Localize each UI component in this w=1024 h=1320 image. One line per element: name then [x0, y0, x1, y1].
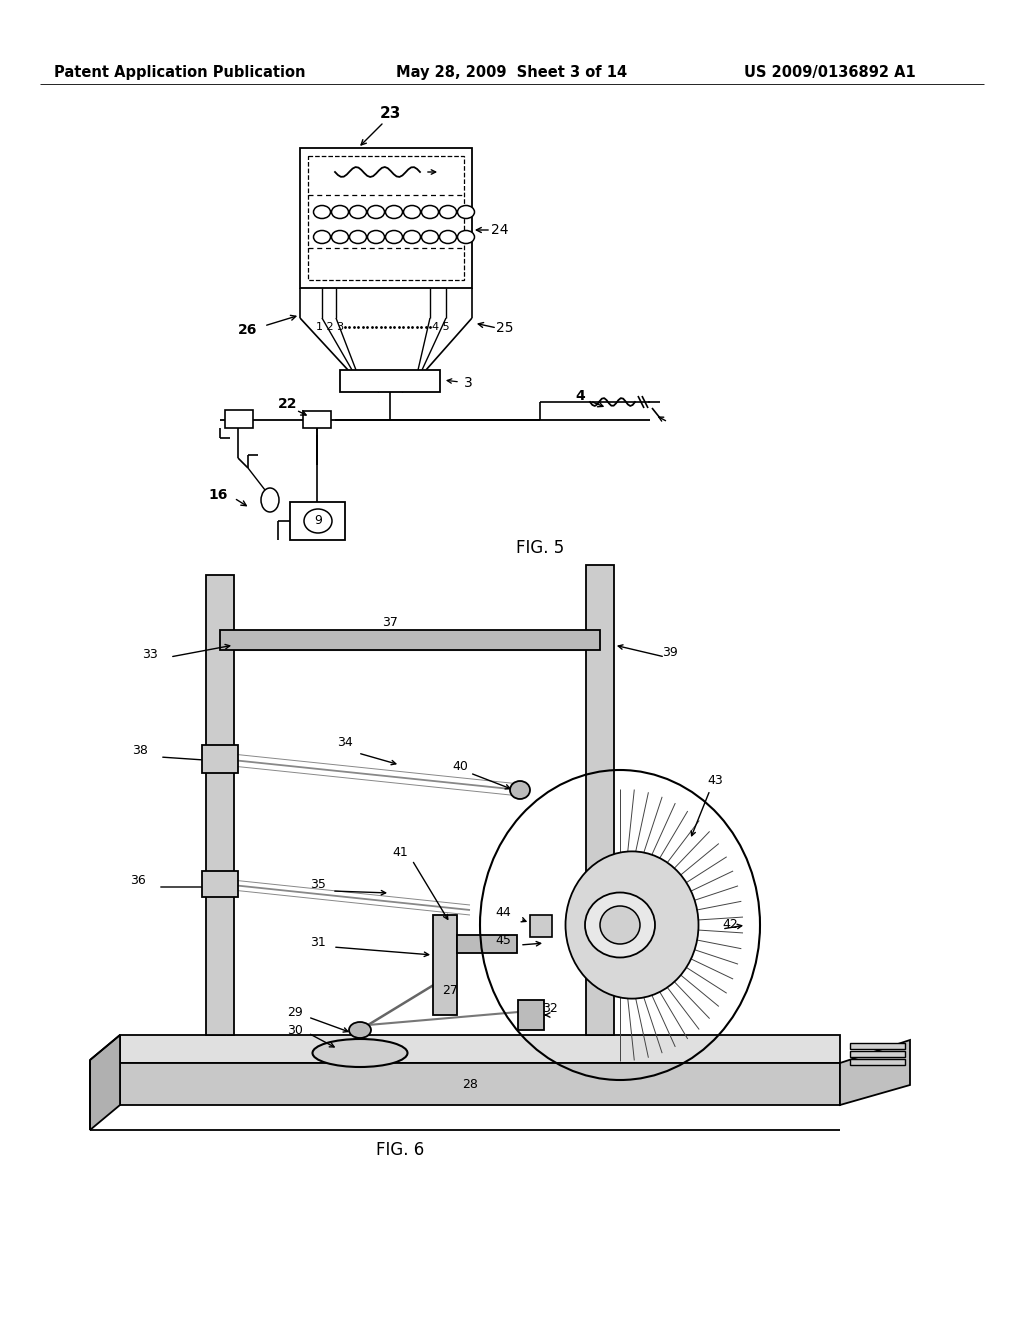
Ellipse shape	[368, 231, 384, 243]
Bar	[206, 576, 234, 1035]
Ellipse shape	[349, 206, 367, 219]
Text: 44: 44	[496, 907, 511, 920]
Text: 45: 45	[495, 935, 511, 948]
Ellipse shape	[403, 231, 421, 243]
Text: May 28, 2009  Sheet 3 of 14: May 28, 2009 Sheet 3 of 14	[396, 65, 628, 79]
Bar	[530, 915, 552, 937]
Ellipse shape	[385, 231, 402, 243]
Text: 39: 39	[663, 647, 678, 660]
Bar	[308, 156, 464, 280]
Ellipse shape	[565, 851, 698, 999]
Bar	[518, 1001, 544, 1030]
Text: 40: 40	[452, 760, 468, 774]
Polygon shape	[90, 1035, 120, 1130]
Ellipse shape	[349, 1022, 371, 1038]
Text: 41: 41	[392, 846, 408, 859]
Ellipse shape	[385, 206, 402, 219]
Bar	[225, 411, 253, 428]
Ellipse shape	[332, 206, 348, 219]
Text: 30: 30	[287, 1023, 303, 1036]
Ellipse shape	[313, 206, 331, 219]
Ellipse shape	[439, 206, 457, 219]
Polygon shape	[120, 1035, 840, 1063]
Ellipse shape	[304, 510, 332, 533]
Bar	[202, 871, 238, 898]
Text: 24: 24	[492, 223, 509, 238]
Ellipse shape	[422, 206, 438, 219]
Ellipse shape	[332, 231, 348, 243]
Bar	[850, 1059, 905, 1065]
Text: 29: 29	[287, 1006, 303, 1019]
Text: 9: 9	[314, 515, 322, 528]
Text: 25: 25	[497, 321, 514, 335]
Ellipse shape	[458, 206, 474, 219]
Ellipse shape	[349, 231, 367, 243]
Text: 33: 33	[142, 648, 158, 661]
Text: 42: 42	[722, 919, 738, 932]
Text: 43: 43	[708, 774, 723, 787]
Text: 27: 27	[442, 983, 458, 997]
Bar	[586, 565, 614, 1035]
Ellipse shape	[439, 231, 457, 243]
Ellipse shape	[403, 206, 421, 219]
Ellipse shape	[585, 892, 655, 957]
Bar	[340, 370, 440, 392]
Text: 28: 28	[462, 1078, 478, 1092]
Text: 26: 26	[239, 323, 258, 337]
Bar	[457, 935, 517, 953]
Ellipse shape	[510, 781, 530, 799]
Polygon shape	[120, 1063, 840, 1105]
Bar	[300, 148, 472, 288]
Text: 4: 4	[575, 389, 585, 403]
Text: FIG. 5: FIG. 5	[516, 539, 564, 557]
Ellipse shape	[458, 231, 474, 243]
Bar	[850, 1051, 905, 1057]
Text: 4 5: 4 5	[432, 322, 450, 333]
Polygon shape	[840, 1040, 910, 1105]
Text: 1 2 3: 1 2 3	[316, 322, 344, 333]
Text: Patent Application Publication: Patent Application Publication	[54, 65, 306, 79]
Text: 37: 37	[382, 616, 398, 630]
Text: 3: 3	[464, 376, 472, 389]
Bar	[290, 502, 345, 540]
Text: 36: 36	[130, 874, 145, 887]
Ellipse shape	[422, 231, 438, 243]
Ellipse shape	[312, 1039, 408, 1067]
Text: 16: 16	[208, 488, 227, 502]
Ellipse shape	[261, 488, 279, 512]
Text: 38: 38	[132, 743, 147, 756]
Text: 35: 35	[310, 879, 326, 891]
Bar	[202, 744, 238, 774]
Bar	[303, 411, 331, 428]
Text: 31: 31	[310, 936, 326, 949]
Bar	[433, 915, 457, 1015]
Text: US 2009/0136892 A1: US 2009/0136892 A1	[744, 65, 915, 79]
Text: 23: 23	[379, 106, 400, 120]
Text: FIG. 6: FIG. 6	[376, 1140, 424, 1159]
Text: 22: 22	[279, 397, 298, 411]
Text: 34: 34	[337, 737, 353, 750]
Ellipse shape	[600, 906, 640, 944]
Bar	[850, 1043, 905, 1049]
Text: 32: 32	[542, 1002, 558, 1015]
Bar	[220, 630, 600, 649]
Ellipse shape	[313, 231, 331, 243]
Ellipse shape	[368, 206, 384, 219]
